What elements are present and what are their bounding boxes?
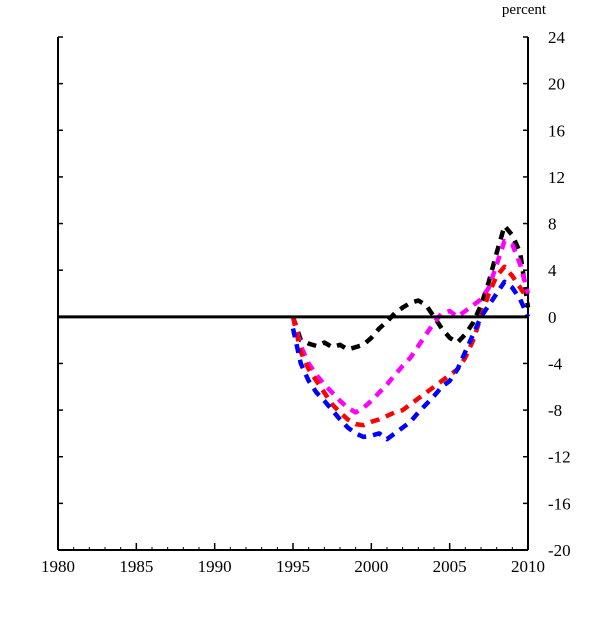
y-tick-label: -16 bbox=[548, 494, 571, 513]
y-tick-label: 16 bbox=[548, 121, 565, 140]
y-tick-label: -4 bbox=[548, 354, 563, 373]
y-tick-label: 4 bbox=[548, 261, 557, 280]
y-tick-label: 12 bbox=[548, 168, 565, 187]
y-unit-label: percent bbox=[502, 2, 547, 18]
plot-frame bbox=[57, 37, 529, 551]
y-tick-label: -20 bbox=[548, 541, 571, 560]
y-tick-label: 24 bbox=[548, 28, 566, 47]
y-tick-label: 8 bbox=[548, 215, 557, 234]
series-layer bbox=[290, 223, 531, 442]
y-tick-label: -12 bbox=[548, 448, 571, 467]
series-line-1 bbox=[290, 223, 531, 352]
x-tick-label: 1995 bbox=[276, 557, 310, 576]
x-tick-label: 2005 bbox=[433, 557, 467, 576]
y-tick-label: 20 bbox=[548, 75, 565, 94]
x-tick-label: 1980 bbox=[41, 557, 75, 576]
x-tick-label: 1985 bbox=[119, 557, 153, 576]
series-line-3 bbox=[290, 264, 530, 428]
x-axis-ticks: 1980 1985 1990 1995 2000 2005 2010 bbox=[41, 543, 545, 576]
x-tick-label: 2000 bbox=[354, 557, 388, 576]
x-tick-label: 1990 bbox=[198, 557, 232, 576]
x-tick-label: 2010 bbox=[511, 557, 545, 576]
series-line-2 bbox=[290, 238, 531, 415]
y-tick-label: -8 bbox=[548, 401, 562, 420]
y-axis-ticks: 24 20 16 12 8 4 0 -4 -8 -12 -16 -20 bbox=[58, 28, 571, 560]
y-tick-label: 0 bbox=[548, 308, 557, 327]
